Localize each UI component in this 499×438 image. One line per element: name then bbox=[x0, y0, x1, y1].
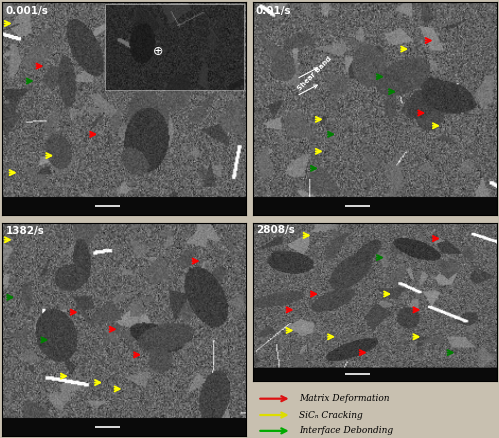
Text: 1382/s: 1382/s bbox=[5, 226, 44, 236]
Text: 0.001/s: 0.001/s bbox=[5, 6, 48, 16]
Text: 2808/s: 2808/s bbox=[255, 225, 294, 235]
FancyBboxPatch shape bbox=[105, 4, 244, 89]
Text: Interface Debonding: Interface Debonding bbox=[299, 426, 393, 435]
Text: Matrix Deformation: Matrix Deformation bbox=[299, 394, 389, 403]
Text: SiCₙ Cracking: SiCₙ Cracking bbox=[299, 410, 363, 420]
Text: Shear Band: Shear Band bbox=[296, 55, 333, 92]
Text: ⊕: ⊕ bbox=[153, 45, 163, 58]
Text: 0.01/s: 0.01/s bbox=[255, 6, 291, 16]
